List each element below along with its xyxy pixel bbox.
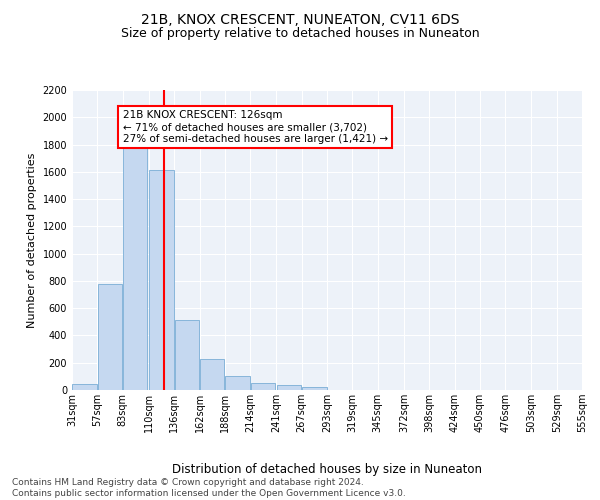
- Bar: [175, 320, 199, 390]
- Text: 21B, KNOX CRESCENT, NUNEATON, CV11 6DS: 21B, KNOX CRESCENT, NUNEATON, CV11 6DS: [141, 12, 459, 26]
- Text: Size of property relative to detached houses in Nuneaton: Size of property relative to detached ho…: [121, 28, 479, 40]
- Bar: [277, 385, 301, 390]
- Text: 21B KNOX CRESCENT: 126sqm
← 71% of detached houses are smaller (3,702)
27% of se: 21B KNOX CRESCENT: 126sqm ← 71% of detac…: [122, 110, 388, 144]
- Y-axis label: Number of detached properties: Number of detached properties: [27, 152, 37, 328]
- Bar: [302, 388, 326, 390]
- Text: Distribution of detached houses by size in Nuneaton: Distribution of detached houses by size …: [172, 462, 482, 475]
- Bar: [225, 376, 250, 390]
- Bar: [149, 170, 174, 390]
- Bar: [251, 382, 275, 390]
- Bar: [73, 384, 97, 390]
- Text: Contains HM Land Registry data © Crown copyright and database right 2024.
Contai: Contains HM Land Registry data © Crown c…: [12, 478, 406, 498]
- Bar: [98, 284, 122, 390]
- Bar: [200, 358, 224, 390]
- Bar: [123, 142, 148, 390]
